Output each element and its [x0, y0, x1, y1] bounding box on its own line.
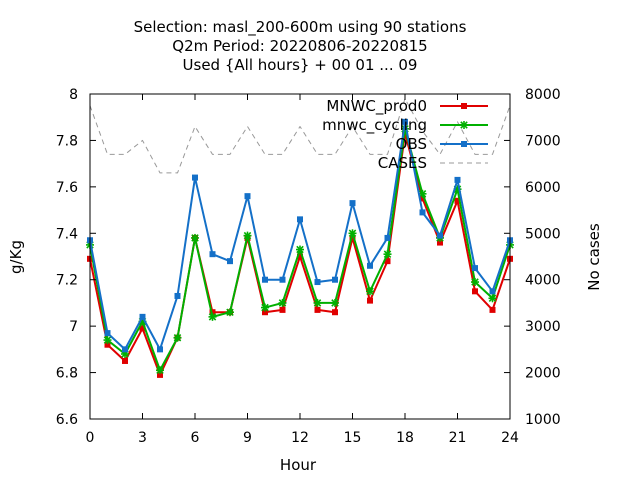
- y2-tick-label: 1000: [525, 412, 561, 428]
- data-point: [315, 279, 321, 285]
- data-point: [367, 263, 373, 269]
- legend-marker: [461, 141, 467, 147]
- y2-tick-label: 3000: [525, 319, 561, 335]
- data-point: [227, 258, 233, 264]
- y2-tick-label: 6000: [525, 180, 561, 196]
- data-point: [331, 299, 339, 307]
- y2-tick-label: 5000: [525, 226, 561, 242]
- y-tick-label: 7.8: [56, 133, 78, 149]
- data-point: [349, 229, 357, 237]
- x-tick-label: 0: [86, 430, 95, 446]
- x-axis-label: Hour: [280, 456, 317, 474]
- data-point: [297, 216, 303, 222]
- data-point: [437, 233, 443, 239]
- data-point: [280, 277, 286, 283]
- x-tick-label: 3: [138, 430, 147, 446]
- data-point: [105, 330, 111, 336]
- data-point: [279, 299, 287, 307]
- data-point: [385, 235, 391, 241]
- data-point: [192, 175, 198, 181]
- data-point: [367, 298, 373, 304]
- data-point: [384, 250, 392, 258]
- x-tick-label: 18: [396, 430, 414, 446]
- data-point: [174, 334, 182, 342]
- y2-tick-label: 7000: [525, 133, 561, 149]
- series-line-obs: [90, 122, 510, 349]
- series-line-cases: [90, 99, 510, 173]
- data-point: [472, 288, 478, 294]
- data-point: [490, 288, 496, 294]
- data-point: [244, 232, 252, 240]
- title-line-2: Q2m Period: 20220806-20220815: [172, 37, 427, 55]
- data-point: [122, 346, 128, 352]
- data-point: [140, 314, 146, 320]
- data-point: [314, 299, 322, 307]
- data-point: [175, 293, 181, 299]
- y-tick-label: 7.4: [56, 226, 78, 242]
- data-point: [191, 234, 199, 242]
- x-tick-label: 21: [449, 430, 467, 446]
- data-point: [420, 209, 426, 215]
- data-point: [245, 193, 251, 199]
- data-point: [210, 251, 216, 257]
- data-point: [455, 177, 461, 183]
- y-tick-label: 7: [69, 319, 78, 335]
- y-tick-label: 6.8: [56, 366, 78, 382]
- data-point: [471, 278, 479, 286]
- title-line-1: Selection: masl_200-600m using 90 statio…: [134, 18, 467, 37]
- x-tick-label: 6: [191, 430, 200, 446]
- title-line-3: Used {All hours} + 00 01 ... 09: [183, 56, 418, 74]
- data-point: [122, 358, 128, 364]
- data-point: [226, 308, 234, 316]
- data-point: [350, 200, 356, 206]
- legend-marker: [460, 121, 468, 129]
- legend-label: mnwc_cycling: [322, 116, 427, 135]
- y-tick-label: 6.6: [56, 412, 78, 428]
- data-point: [157, 346, 163, 352]
- data-point: [315, 307, 321, 313]
- x-tick-label: 24: [501, 430, 519, 446]
- data-point: [262, 277, 268, 283]
- plot-area: [86, 99, 514, 378]
- y-axis-label: g/Kg: [7, 240, 25, 274]
- data-point: [156, 366, 164, 374]
- data-point: [366, 287, 374, 295]
- data-point: [104, 336, 112, 344]
- legend-marker: [461, 103, 467, 109]
- y-tick-label: 7.6: [56, 180, 78, 196]
- data-point: [280, 307, 286, 313]
- y2-axis-label: No cases: [585, 223, 603, 291]
- data-point: [332, 277, 338, 283]
- y-tick-label: 8: [69, 87, 78, 103]
- x-tick-label: 15: [344, 430, 362, 446]
- data-point: [490, 307, 496, 313]
- y-tick-label: 7.2: [56, 273, 78, 289]
- data-point: [209, 313, 217, 321]
- data-point: [332, 309, 338, 315]
- y2-tick-label: 4000: [525, 273, 561, 289]
- chart-title: Selection: masl_200-600m using 90 statio…: [134, 18, 467, 74]
- x-tick-label: 9: [243, 430, 252, 446]
- y2-tick-label: 2000: [525, 366, 561, 382]
- x-tick-label: 12: [291, 430, 309, 446]
- data-point: [472, 265, 478, 271]
- data-point: [261, 304, 269, 312]
- legend-label: OBS: [396, 135, 427, 153]
- axes: 0 3 6 9 12 15 18 21 24 6.6 6.8 7 7.2 7.4 7.6 7.8 8 1000 20…: [56, 87, 561, 446]
- legend-label: CASES: [378, 154, 427, 172]
- data-point: [296, 246, 304, 254]
- legend-label: MNWC_prod0: [326, 97, 427, 116]
- data-point: [489, 294, 497, 302]
- y2-tick-label: 8000: [525, 87, 561, 103]
